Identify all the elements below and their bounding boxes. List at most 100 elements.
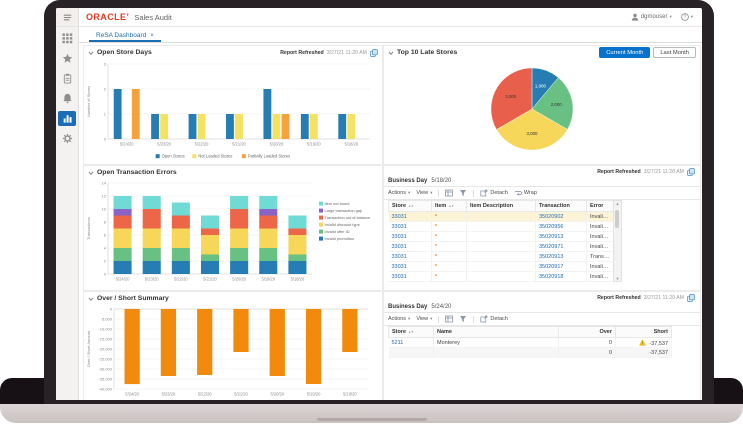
store-link[interactable]: 33031 [391, 223, 407, 230]
table-columns-icon[interactable] [445, 315, 454, 323]
current-month-button[interactable]: Current Month [599, 47, 651, 58]
actions-menu[interactable]: Actions ▾ [388, 316, 411, 322]
sidebar-item-notifications[interactable] [58, 91, 76, 106]
item-flag-icon: * [435, 263, 438, 270]
transaction-cell[interactable]: 35020902 [535, 211, 587, 222]
short-cell: ! -37,537 [615, 337, 672, 348]
store-link[interactable]: 33031 [391, 253, 407, 260]
collapse-caret-icon[interactable] [88, 50, 94, 56]
svg-text:0: 0 [104, 137, 107, 142]
view-menu[interactable]: View ▾ [416, 316, 433, 322]
scroll-thumb[interactable] [615, 210, 619, 228]
table-scrollbar[interactable]: ▲ ▼ [613, 200, 622, 282]
filter-icon[interactable] [459, 189, 467, 197]
transaction-cell[interactable]: 35020913 [535, 251, 587, 262]
svg-text:0: 0 [110, 307, 113, 312]
transaction-link[interactable]: 35020971 [539, 243, 564, 250]
table-row[interactable]: 33031 * 35020956 Invalid promotion [388, 221, 614, 232]
sidebar-item-tasks[interactable] [58, 71, 76, 86]
store-link[interactable]: 33031 [391, 263, 407, 270]
help-menu[interactable]: ? ▾ [680, 13, 693, 21]
store-cell[interactable]: 33031 [388, 211, 432, 222]
table-row[interactable]: 33031 * 35020918 Invalid discount ... [388, 271, 614, 282]
transaction-link[interactable]: 35020917 [539, 263, 564, 270]
empty-cell [433, 347, 559, 358]
sidebar-item-settings[interactable] [58, 131, 76, 146]
svg-text:!: ! [642, 340, 643, 345]
store-cell[interactable]: 33031 [388, 271, 432, 282]
detach-button[interactable]: Detach [480, 189, 508, 197]
store-cell[interactable]: 33031 [388, 251, 432, 262]
store-cell[interactable]: 33031 [388, 221, 432, 232]
tab-close-icon[interactable]: × [150, 32, 154, 39]
transaction-link[interactable]: 35020913 [539, 233, 564, 240]
filter-icon[interactable] [459, 315, 467, 323]
report-refreshed-label: Report Refreshed [597, 295, 641, 301]
refresh-icon[interactable] [370, 48, 378, 57]
panel-title: Open Transaction Errors [97, 169, 177, 176]
sort-icons[interactable]: ▲▼ [408, 330, 414, 334]
sort-icons[interactable]: ▲▼ [448, 204, 454, 208]
table-columns-icon[interactable] [445, 189, 454, 197]
collapse-caret-icon[interactable] [88, 170, 94, 176]
transaction-cell[interactable]: 35020971 [535, 241, 587, 252]
sidebar-item-apps[interactable] [58, 31, 76, 46]
transaction-cell[interactable]: 35020918 [535, 271, 587, 282]
table-row[interactable]: 33031 * 35020913 Transaction out ... [388, 251, 614, 262]
table-header-cell[interactable]: Store ▲▼ [388, 326, 434, 338]
transaction-cell[interactable]: 35020913 [535, 231, 587, 242]
transaction-cell[interactable]: 35020956 [535, 221, 587, 232]
transaction-link[interactable]: 35020956 [539, 223, 564, 230]
store-cell[interactable]: 33031 [388, 241, 432, 252]
store-cell[interactable]: 33031 [388, 261, 432, 272]
table-row[interactable]: 33031 * 35020902 Invalid discount ... [388, 211, 614, 222]
store-link[interactable]: 33031 [391, 273, 407, 280]
errors-table: Store ▲▼ Item ▲▼ Item Description Transaction… [388, 200, 614, 282]
table-row[interactable]: 33031 * 35020913 Invalid promotion [388, 231, 614, 242]
transaction-cell[interactable]: 35020917 [535, 261, 587, 272]
store-link[interactable]: 33031 [391, 243, 407, 250]
scroll-up-icon[interactable]: ▲ [615, 201, 620, 206]
store-cell[interactable]: 33031 [388, 231, 432, 242]
user-menu[interactable]: dgmouser ▾ [631, 13, 672, 21]
panel-over-short-table: Report Refreshed 3/27/21 11:20 AM Busine… [383, 291, 701, 400]
name-cell: Monterey [433, 337, 559, 348]
error-cell: Invalid discount ... [586, 211, 614, 222]
svg-text:3,000: 3,000 [505, 94, 517, 99]
last-month-button[interactable]: Last Month [653, 47, 696, 58]
item-cell: * [431, 271, 467, 282]
table-row[interactable]: 5211 Monterey 0! -37,537 [388, 337, 672, 348]
sidebar-item-reports[interactable] [58, 111, 76, 126]
actions-menu[interactable]: Actions ▾ [388, 190, 411, 196]
store-link[interactable]: 33031 [391, 233, 407, 240]
svg-text:5/22/20: 5/22/20 [198, 392, 212, 397]
scroll-down-icon[interactable]: ▼ [615, 276, 620, 281]
transaction-link[interactable]: 35020918 [539, 273, 564, 280]
gear-icon [62, 133, 72, 144]
table-header-cell[interactable]: Store ▲▼ [388, 200, 432, 212]
table-row[interactable]: 33031 * 35020917 Invalid discount ... [388, 261, 614, 272]
sort-icons[interactable]: ▲▼ [408, 204, 414, 208]
open-transaction-errors-chart: 0 2 4 6 8 10 12 14 Transactions 5/24/20 5/23/20 5/2… [86, 181, 370, 282]
store-link[interactable]: 33031 [391, 213, 407, 220]
collapse-caret-icon[interactable] [88, 296, 94, 302]
store-link[interactable]: 5211 [391, 339, 404, 346]
collapse-caret-icon[interactable] [388, 50, 394, 56]
panel-title: Open Store Days [97, 49, 152, 56]
hamburger-button[interactable] [56, 8, 79, 26]
table-header-cell: Transaction [535, 200, 587, 212]
store-cell[interactable]: 5211 [388, 337, 434, 348]
refresh-icon[interactable] [687, 168, 695, 176]
detach-button[interactable]: Detach [480, 315, 508, 323]
transaction-link[interactable]: 35020913 [539, 253, 564, 260]
refresh-icon[interactable] [687, 294, 695, 302]
table-row[interactable]: 33031 * 35020971 Invalid offer ID [388, 241, 614, 252]
wrap-button[interactable]: Wrap [514, 189, 537, 197]
table-header-cell[interactable]: Item ▲▼ [431, 200, 467, 212]
item-description-cell [466, 271, 536, 282]
sidebar-item-favorites[interactable] [58, 51, 76, 66]
transaction-link[interactable]: 35020902 [539, 213, 564, 220]
tab-resa-dashboard[interactable]: ReSA Dashboard × [89, 30, 161, 42]
view-menu[interactable]: View ▾ [416, 190, 433, 196]
svg-text:5/19/20: 5/19/20 [261, 277, 275, 282]
